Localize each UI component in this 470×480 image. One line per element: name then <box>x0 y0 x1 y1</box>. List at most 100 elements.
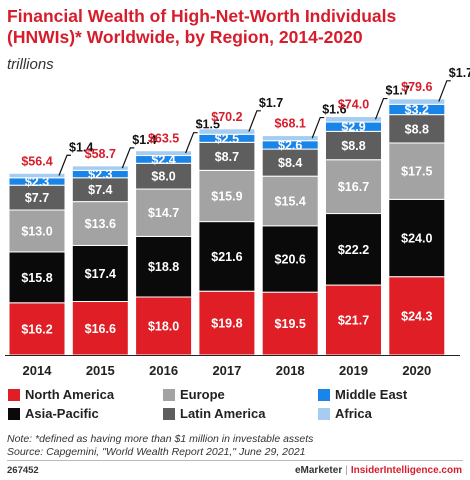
bar-segment-latin-america <box>388 114 446 144</box>
legend-swatch <box>318 388 330 401</box>
bar-segment-europe <box>135 188 193 237</box>
data-label-europe: $15.4 <box>275 194 306 208</box>
legend-item-africa: Africa <box>318 406 372 421</box>
leader-line-africa <box>374 97 388 120</box>
data-label-europe: $17.5 <box>401 165 432 179</box>
bar-segment-europe <box>71 201 129 246</box>
legend-label: Africa <box>335 406 372 421</box>
bar-segment-north-america <box>325 284 382 356</box>
leader-line-africa <box>58 154 71 176</box>
total-label: $79.6 <box>401 80 432 94</box>
bar-segment-asia-pacific <box>71 244 129 303</box>
x-tick-label: 2017 <box>212 363 241 378</box>
data-label-europe: $16.7 <box>338 180 369 194</box>
legend-label: Middle East <box>335 387 408 402</box>
legend-swatch <box>163 407 175 420</box>
bar-segment-latin-america <box>135 162 193 190</box>
bar-segment-europe <box>198 169 256 223</box>
stacked-bar-chart: $16.2 $15.8 $13.0 $7.7 $2.3 $1.4 $56.4 2014 $16.… <box>5 66 470 378</box>
chart-title: Financial Wealth of High-Net-Worth Indiv… <box>7 6 397 47</box>
data-label-north-america: $24.3 <box>401 309 432 323</box>
data-label-middle-east: $2.3 <box>25 175 49 189</box>
bar-segment-europe <box>388 142 446 200</box>
data-label-north-america: $16.2 <box>21 322 52 336</box>
data-label-middle-east: $2.6 <box>278 138 302 152</box>
data-label-asia-pacific: $15.8 <box>21 271 52 285</box>
x-tick-label: 2018 <box>276 363 305 378</box>
data-label-latin-america: $8.4 <box>278 156 302 170</box>
data-label-asia-pacific: $24.0 <box>401 232 432 246</box>
total-label: $58.7 <box>85 147 116 161</box>
data-label-north-america: $16.6 <box>85 322 116 336</box>
total-label: $63.5 <box>148 132 179 146</box>
data-label-middle-east: $2.4 <box>151 153 175 167</box>
data-label-europe: $13.0 <box>21 224 52 238</box>
legend-swatch <box>163 388 175 401</box>
bar-segment-north-america <box>261 291 319 356</box>
brand-emarketer: eMarketer <box>294 465 343 476</box>
data-label-africa: $1.7 <box>449 66 470 80</box>
data-label-africa: $1.5 <box>196 118 220 132</box>
legend-item-asia-pacific: Asia-Pacific <box>8 406 99 421</box>
data-label-north-america: $19.5 <box>275 317 306 331</box>
bar-segment-africa <box>135 150 193 157</box>
legend-swatch <box>8 407 20 420</box>
bar-segment-africa <box>325 116 382 123</box>
data-label-middle-east: $2.5 <box>215 132 239 146</box>
brand-credit: eMarketer | InsiderIntelligence.com <box>295 465 462 476</box>
data-label-africa: $1.4 <box>69 140 93 154</box>
data-label-north-america: $21.7 <box>338 314 369 328</box>
total-label: $68.1 <box>275 117 306 131</box>
bar-segment-latin-america <box>261 148 319 177</box>
bar-segment-north-america <box>8 302 66 356</box>
data-label-africa: $1.4 <box>132 133 156 147</box>
data-label-latin-america: $7.4 <box>88 183 112 197</box>
legend-label: Asia-Pacific <box>25 406 99 421</box>
data-label-latin-america: $7.7 <box>25 191 49 205</box>
bar-segment-europe <box>325 159 382 215</box>
data-label-asia-pacific: $18.8 <box>148 260 179 274</box>
legend-item-latin-america: Latin America <box>163 406 266 421</box>
data-label-middle-east: $2.3 <box>88 168 112 182</box>
x-tick-label: 2016 <box>149 363 178 378</box>
data-label-asia-pacific: $22.2 <box>338 243 369 257</box>
chart-subtitle: trillions <box>7 56 54 73</box>
data-label-europe: $14.7 <box>148 206 179 220</box>
footer-divider <box>7 460 463 461</box>
legend: North America Europe Middle East Asia-Pa… <box>8 387 468 427</box>
data-label-asia-pacific: $21.6 <box>211 250 242 264</box>
data-label-asia-pacific: $17.4 <box>85 267 116 281</box>
legend-label: Europe <box>180 387 225 402</box>
data-label-latin-america: $8.8 <box>341 139 365 153</box>
data-label-north-america: $18.0 <box>148 320 179 334</box>
legend-item-north-america: North America <box>8 387 114 402</box>
legend-swatch <box>318 407 330 420</box>
bar-segment-africa <box>71 165 129 171</box>
data-label-africa: $1.7 <box>386 84 410 98</box>
total-label: $56.4 <box>21 154 52 168</box>
data-label-africa: $1.6 <box>322 103 346 117</box>
bar-segment-africa <box>8 172 66 179</box>
data-label-latin-america: $8.0 <box>151 170 175 184</box>
x-tick-label: 2019 <box>339 363 368 378</box>
data-label-latin-america: $8.8 <box>405 122 429 136</box>
brand-separator: | <box>345 465 348 476</box>
x-tick-label: 2020 <box>402 363 431 378</box>
legend-label: Latin America <box>180 406 266 421</box>
data-label-asia-pacific: $20.6 <box>275 252 306 266</box>
total-label: $70.2 <box>211 110 242 124</box>
note-text: Note: *defined as having more than $1 mi… <box>7 433 314 445</box>
data-label-middle-east: $3.2 <box>405 103 429 117</box>
bar-segment-africa <box>261 135 319 142</box>
legend-label: North America <box>25 387 115 402</box>
bar-segment-asia-pacific <box>198 221 256 292</box>
bar-segment-africa <box>388 98 446 105</box>
leader-line-africa <box>438 80 451 102</box>
bar-segment-africa <box>198 128 256 135</box>
legend-swatch <box>8 388 20 401</box>
x-tick-label: 2014 <box>23 363 53 378</box>
data-label-europe: $13.6 <box>85 217 116 231</box>
bar-segment-asia-pacific <box>325 213 382 286</box>
legend-item-europe: Europe <box>163 387 225 402</box>
data-label-north-america: $19.8 <box>211 317 242 331</box>
